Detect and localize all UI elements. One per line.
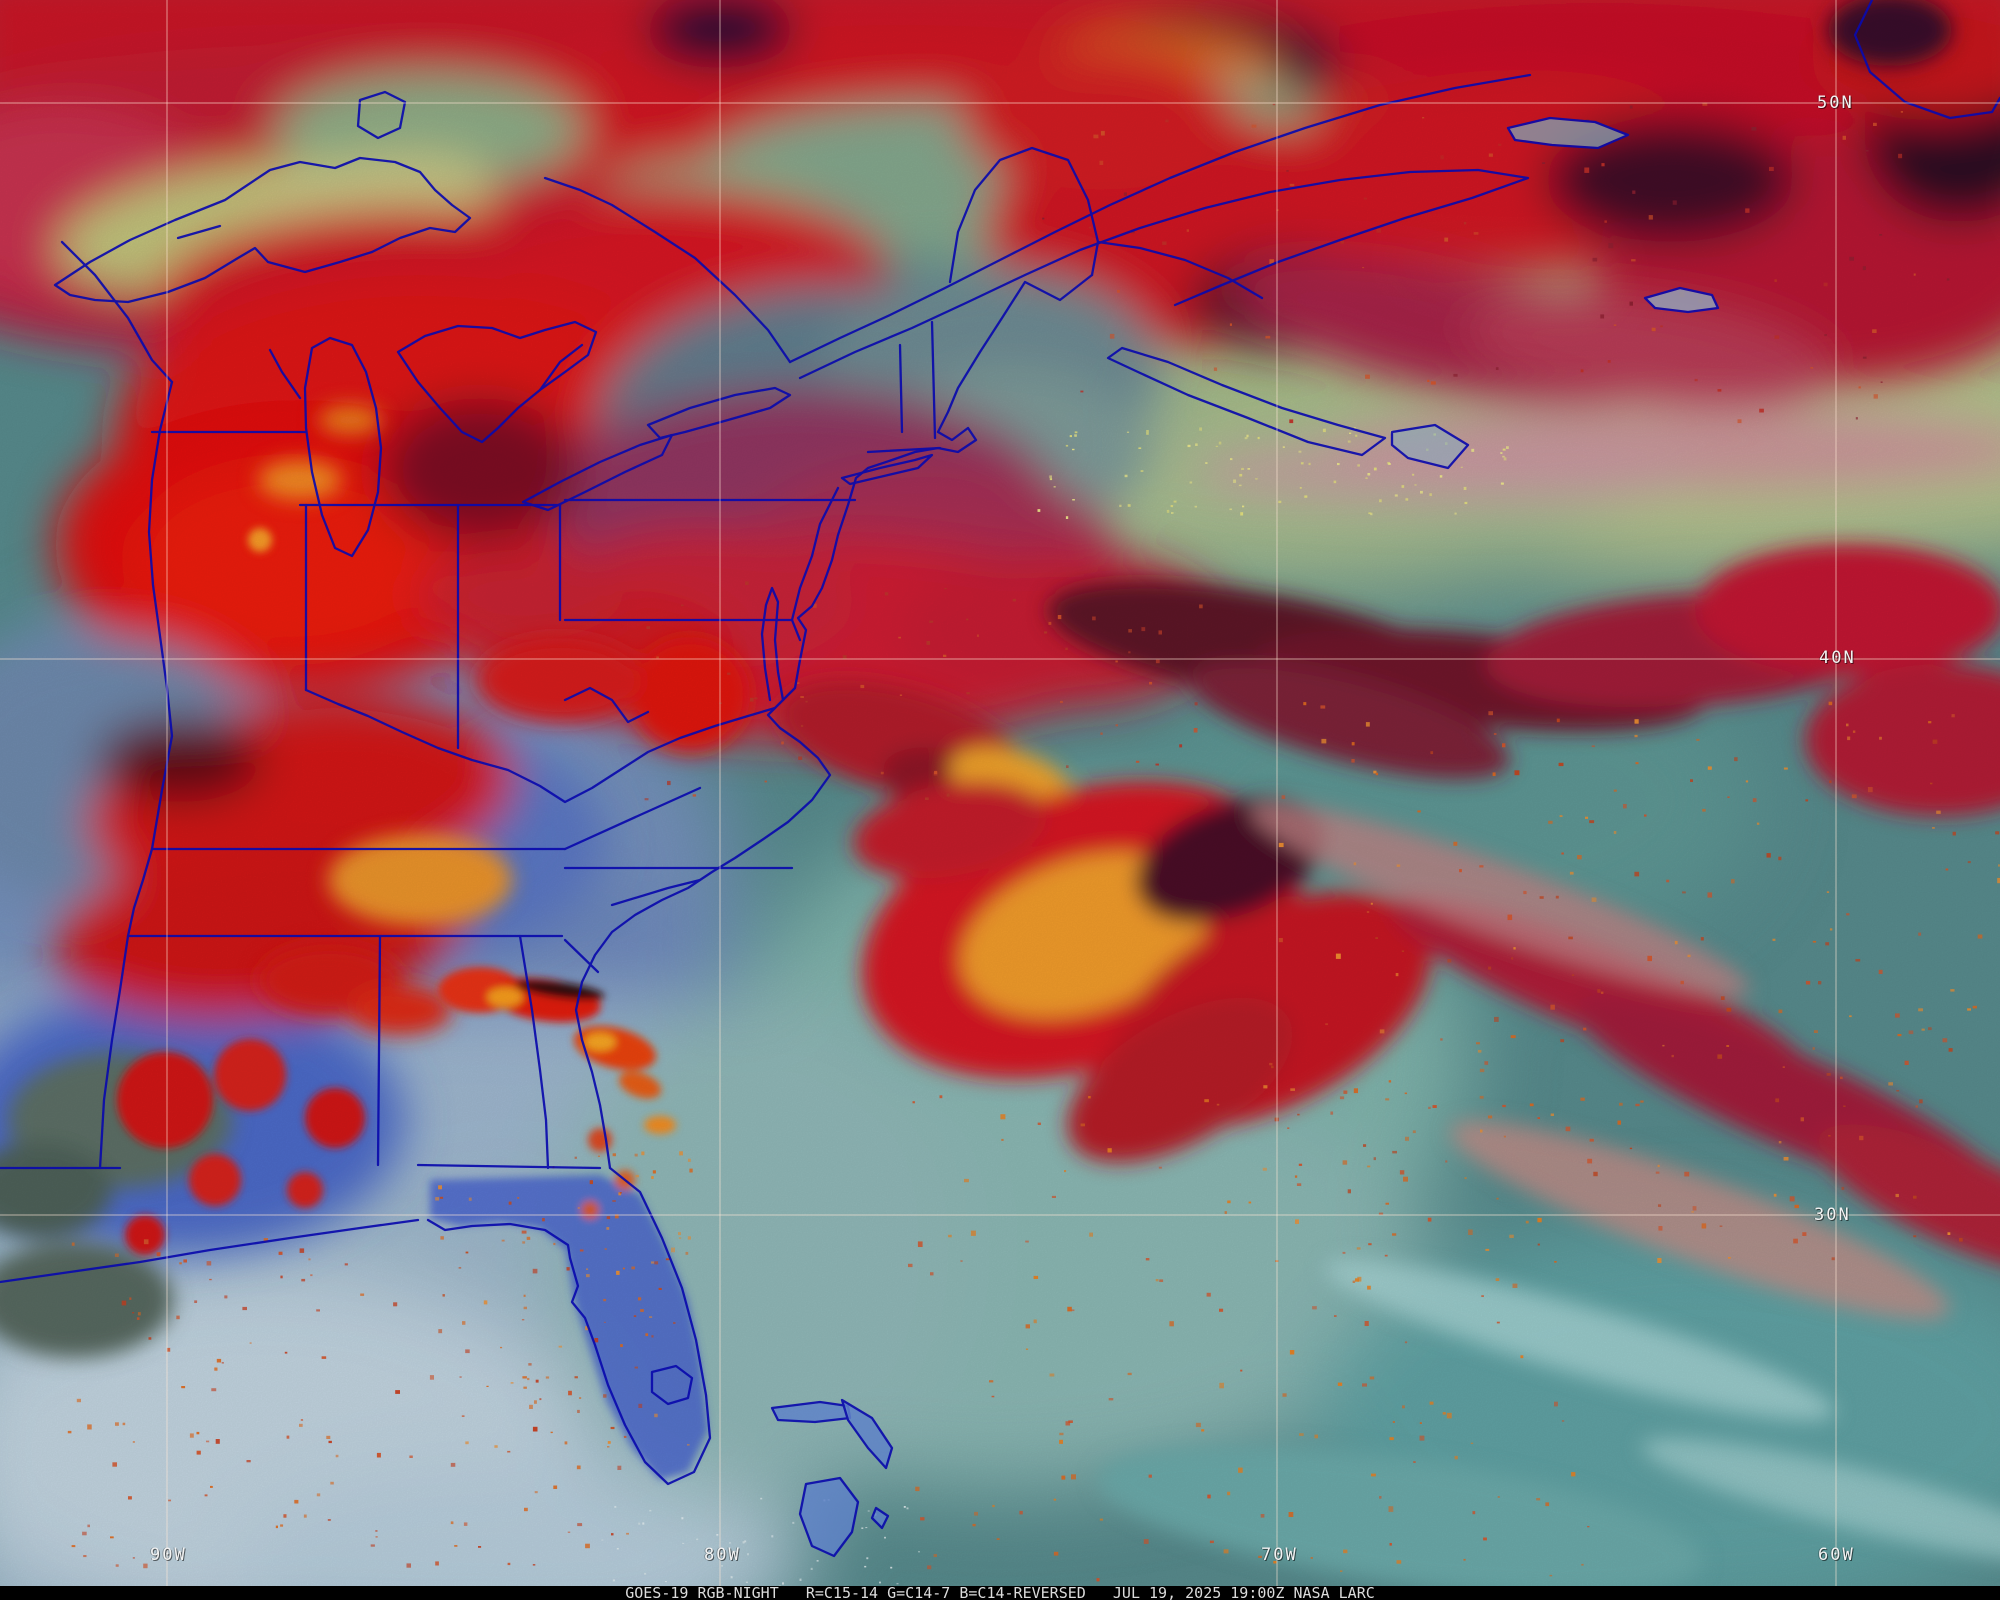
- lake-nipigon: [356, 90, 407, 140]
- chesapeake-bay: [760, 586, 785, 702]
- st-lawrence-south-shore: [798, 168, 1530, 380]
- meridian-label-90w: 90W: [150, 1545, 187, 1565]
- newfoundland-outline: [1853, 0, 2000, 120]
- state-border-mn-wi: [60, 240, 174, 384]
- parallel-label-40n: 40N: [1819, 648, 1856, 668]
- long-island: [840, 453, 934, 486]
- meridian-label-70w: 70W: [1261, 1545, 1298, 1565]
- meridian-label-80w: 80W: [704, 1545, 741, 1565]
- east-coastline: [574, 273, 1094, 1170]
- abaco-island: [840, 1398, 894, 1470]
- state-border-ms-al: [376, 934, 382, 1167]
- isle-royale: [176, 224, 222, 240]
- maine-outline: [948, 146, 1100, 284]
- state-border-ga-sc: [563, 938, 600, 974]
- lake-ontario-outline: [646, 386, 792, 440]
- anticosti-island: [1506, 116, 1630, 150]
- nova-scotia-outline: [1106, 346, 1387, 457]
- bahamas-banks: [770, 1398, 894, 1558]
- new-england-borders: [866, 320, 942, 454]
- meridian-label-60w: 60W: [1818, 1545, 1855, 1565]
- prince-edward-island: [1643, 286, 1720, 314]
- new-providence: [870, 1506, 890, 1530]
- state-border-nj-west: [790, 486, 840, 622]
- cape-breton-island: [1390, 423, 1470, 470]
- gulf-coast-west: [0, 1218, 420, 1284]
- borders-layer: [0, 0, 2000, 1558]
- georgian-bay: [538, 343, 584, 392]
- parallel-label-30n: 30N: [1814, 1205, 1851, 1225]
- lake-okeechobee: [650, 1364, 694, 1406]
- lake-superior-outline: [53, 156, 472, 304]
- st-lawrence-north-shore: [788, 73, 1532, 364]
- state-border-ga-fl: [416, 1163, 602, 1170]
- state-border-nc-sc: [610, 878, 702, 907]
- lake-michigan-outline: [303, 336, 383, 558]
- ontario-quebec-inland: [543, 176, 792, 364]
- state-border-wv: [563, 686, 650, 724]
- state-border-tn-east: [563, 786, 702, 851]
- state-border-al-ga: [518, 934, 550, 1170]
- mississippi-river-lower: [98, 934, 130, 1170]
- green-bay: [268, 348, 302, 400]
- lake-huron-outline: [396, 320, 598, 444]
- parallel-label-50n: 50N: [1817, 93, 1854, 113]
- new-brunswick-coast: [1096, 240, 1264, 300]
- andros-island: [798, 1476, 860, 1558]
- caption-text: GOES-19 RGB-NIGHT R=C15-14 G=C14-7 B=C14…: [625, 1584, 1375, 1600]
- ohio-river: [304, 688, 777, 804]
- florida-outline: [426, 1166, 712, 1486]
- mississippi-river-mid: [126, 847, 154, 938]
- caption-bar: GOES-19 RGB-NIGHT R=C15-14 G=C14-7 B=C14…: [0, 1586, 2000, 1600]
